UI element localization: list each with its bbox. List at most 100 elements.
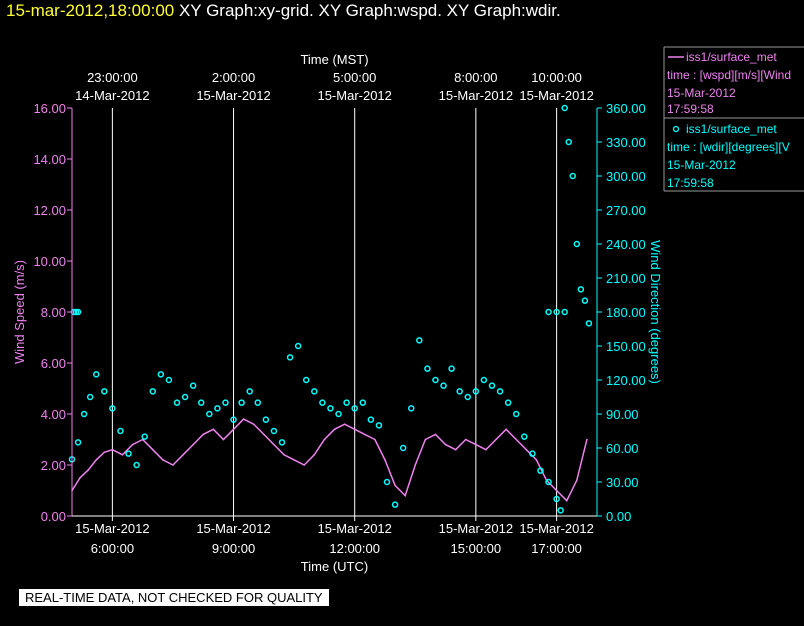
wind-direction-point — [133, 461, 140, 469]
top-axis-title: Time (MST) — [300, 52, 368, 67]
wind-direction-point — [440, 382, 447, 389]
wind-speed-point — [505, 428, 507, 431]
wind-direction-point — [577, 286, 585, 293]
wind-speed-point — [121, 454, 124, 456]
wind-speed-point — [263, 433, 265, 436]
wind-direction-point — [189, 382, 197, 389]
wind-speed-point — [162, 459, 164, 461]
axes-layer: 15-Mar-2012 6:00:00 15-Mar-2012 9:00:00 15-M… — [12, 52, 663, 574]
wind-direction-point — [197, 399, 205, 406]
wind-speed-point — [464, 438, 467, 441]
legend-wdir-marker — [672, 125, 680, 133]
top-tick-label-time: 2:00:00 — [212, 70, 255, 85]
wind-direction-point — [294, 342, 302, 350]
grid-layer — [111, 108, 558, 516]
wind-direction-point — [359, 399, 367, 406]
wind-speed-point — [515, 438, 518, 441]
legend-layer: iss1/surface_met time : [wspd][m/s][Wind 1… — [663, 46, 804, 192]
wind-speed-point — [313, 454, 316, 456]
wind-direction-point — [351, 405, 358, 412]
wind-direction-point — [286, 354, 294, 361]
x-tick-label-date: 15-Mar-2012 — [196, 521, 270, 536]
y-right-tick-label: 240.00 — [606, 237, 646, 252]
wind-speed-point — [202, 433, 205, 436]
wind-direction-point — [74, 308, 82, 316]
x-tick-label-time: 15:00:00 — [451, 541, 502, 556]
wind-direction-point — [92, 371, 100, 378]
wind-speed-point — [586, 438, 588, 441]
wind-direction-point — [206, 410, 213, 418]
wind-speed-line — [71, 418, 588, 502]
wind-direction-point — [581, 297, 589, 304]
wind-speed-point — [303, 464, 306, 466]
wind-direction-point — [569, 172, 577, 180]
wind-direction-point — [311, 388, 318, 395]
wind-speed-point — [182, 454, 184, 456]
y-right-tick-label: 0.00 — [606, 509, 631, 524]
wind-direction-point — [141, 433, 148, 440]
x-tick-label-time: 6:00:00 — [91, 541, 134, 556]
wind-direction-point — [537, 467, 544, 474]
wind-direction-point — [375, 422, 383, 429]
y-right-tick-label: 360.00 — [606, 101, 646, 116]
wind-direction-point — [553, 495, 560, 503]
wind-speed-point — [404, 494, 406, 497]
wind-speed-point — [343, 423, 346, 426]
y-left-tick-label: 4.00 — [41, 407, 66, 422]
wind-direction-point — [529, 450, 536, 457]
y-left-tick-label: 2.00 — [41, 458, 66, 473]
top-tick-label-time: 5:00:00 — [333, 70, 376, 85]
y-right-tick-label: 90.00 — [606, 407, 639, 422]
top-tick-label-time: 8:00:00 — [454, 70, 497, 85]
wind-speed-point — [95, 459, 98, 461]
y-right-tick-label: 270.00 — [606, 203, 646, 218]
y-right-axis-title: Wind Direction (degrees) — [648, 240, 663, 384]
wind-direction-point — [319, 399, 326, 406]
wind-speed-point — [535, 459, 538, 461]
wind-speed-point — [384, 459, 386, 461]
wind-speed-point — [242, 418, 245, 420]
legend-wspd-line4: 17:59:58 — [667, 102, 714, 116]
wind-speed-point — [273, 443, 275, 446]
legend-wdir-line4: 17:59:58 — [667, 176, 714, 190]
wind-direction-point — [278, 439, 286, 446]
top-tick-label-date: 14-Mar-2012 — [75, 88, 149, 103]
wind-direction-point — [109, 405, 116, 412]
wind-direction-point — [74, 439, 82, 446]
series-layer — [68, 104, 593, 514]
wind-direction-point — [585, 320, 593, 327]
wind-direction-point — [432, 376, 439, 384]
y-right-tick-label: 60.00 — [606, 441, 639, 456]
wind-speed-point — [454, 448, 457, 451]
wind-speed-point — [293, 459, 295, 461]
legend-wspd-line3: 15-Mar-2012 — [667, 86, 736, 100]
legend-wdir-line3: 15-Mar-2012 — [667, 158, 736, 172]
y-right-tick-label: 150.00 — [606, 339, 646, 354]
wind-speed-point — [495, 438, 497, 441]
wind-direction-point — [117, 427, 124, 435]
wind-speed-point — [374, 438, 376, 441]
wind-direction-point — [335, 410, 342, 418]
wind-direction-point — [262, 416, 270, 423]
wind-speed-point — [283, 454, 285, 456]
wind-direction-point — [214, 405, 221, 412]
wind-direction-point — [125, 450, 132, 457]
y-right-tick-label: 210.00 — [606, 271, 646, 286]
wind-direction-point — [101, 388, 108, 395]
wind-direction-point — [165, 376, 173, 384]
legend-wspd-line2: time : [wspd][m/s][Wind — [667, 68, 791, 82]
legend-wdir-line1: iss1/surface_met — [686, 122, 777, 136]
wind-speed-point — [394, 484, 396, 487]
y-left-tick-label: 14.00 — [33, 152, 66, 167]
wind-direction-point — [545, 308, 552, 316]
wind-speed-point — [212, 428, 215, 431]
wind-speed-point — [414, 464, 417, 466]
wind-direction-point — [565, 138, 572, 146]
wind-direction-point — [407, 405, 415, 412]
top-tick-label-date: 15-Mar-2012 — [317, 88, 391, 103]
wind-direction-point — [561, 308, 568, 316]
wind-direction-point — [302, 376, 310, 384]
wind-direction-point — [553, 308, 560, 316]
top-tick-label-date: 15-Mar-2012 — [519, 88, 593, 103]
